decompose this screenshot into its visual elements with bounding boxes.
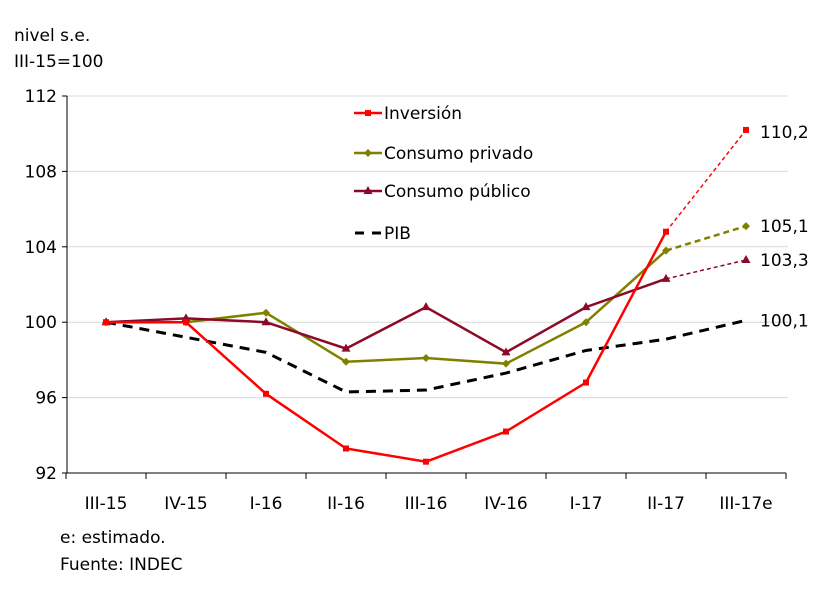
legend-marker <box>364 149 372 157</box>
data-point <box>743 126 749 133</box>
data-point <box>183 319 189 326</box>
data-point <box>262 308 270 317</box>
data-point <box>583 379 589 386</box>
data-point <box>661 273 671 282</box>
legend-label: PIB <box>384 224 411 244</box>
end-label: 103,3 <box>760 251 809 271</box>
x-tick-label: IV-16 <box>484 494 527 514</box>
legend-marker <box>365 110 371 116</box>
data-point <box>423 458 429 465</box>
data-point <box>103 319 109 326</box>
data-point <box>741 254 751 263</box>
y-tick-label: 96 <box>35 389 57 409</box>
series-line <box>106 249 667 365</box>
data-point <box>422 354 430 363</box>
series-inversión <box>103 126 749 465</box>
series-line-estimated <box>665 129 747 233</box>
y-axis-label-line1: nivel s.e. <box>14 26 91 46</box>
series-line <box>105 318 747 394</box>
legend-item: Consumo privado <box>354 144 533 164</box>
series-pib <box>105 318 747 394</box>
data-point <box>341 343 351 352</box>
x-tick-label: III-16 <box>405 494 448 514</box>
end-label: 100,1 <box>760 311 809 331</box>
y-tick-label: 92 <box>35 464 57 484</box>
data-point <box>663 228 669 235</box>
x-tick-label: III-15 <box>85 494 128 514</box>
legend-item: Consumo público <box>354 182 531 202</box>
y-tick-label: 108 <box>25 162 57 182</box>
data-point <box>421 302 431 311</box>
data-point <box>261 317 271 326</box>
data-point <box>502 359 510 368</box>
end-label: 110,2 <box>760 123 809 143</box>
y-tick-label: 104 <box>25 238 57 258</box>
data-point <box>501 347 511 356</box>
legend-item: Inversión <box>354 104 462 124</box>
data-point <box>343 445 349 452</box>
x-tick-label: I-16 <box>250 494 283 514</box>
data-point <box>662 246 670 255</box>
y-tick-label: 100 <box>25 313 57 333</box>
data-point <box>582 318 590 327</box>
x-tick-label: II-16 <box>327 494 365 514</box>
y-tick-label: 112 <box>25 87 57 107</box>
x-tick-label: I-17 <box>570 494 603 514</box>
legend-marker <box>363 186 373 194</box>
x-tick-label: IV-15 <box>164 494 207 514</box>
data-point <box>263 390 269 397</box>
series-line <box>106 231 668 463</box>
note-source: Fuente: INDEC <box>60 555 183 575</box>
note-estimated: e: estimado. <box>60 528 166 548</box>
end-label: 105,1 <box>760 217 809 237</box>
data-point <box>503 428 509 435</box>
series-line <box>105 277 667 354</box>
series-consumo-privado <box>102 222 750 368</box>
legend-label: Consumo público <box>384 182 531 202</box>
y-axis-label-line2: III-15=100 <box>14 52 104 72</box>
x-tick-label: III-17e <box>719 494 772 514</box>
data-point <box>742 222 750 231</box>
data-point <box>342 357 350 366</box>
series-line-estimated <box>665 224 747 252</box>
x-tick-label: II-17 <box>647 494 685 514</box>
data-point <box>581 302 591 311</box>
legend-label: Inversión <box>384 104 462 124</box>
legend-item: PIB <box>355 224 411 244</box>
series-line-estimated <box>665 259 747 280</box>
legend-label: Consumo privado <box>384 144 533 164</box>
